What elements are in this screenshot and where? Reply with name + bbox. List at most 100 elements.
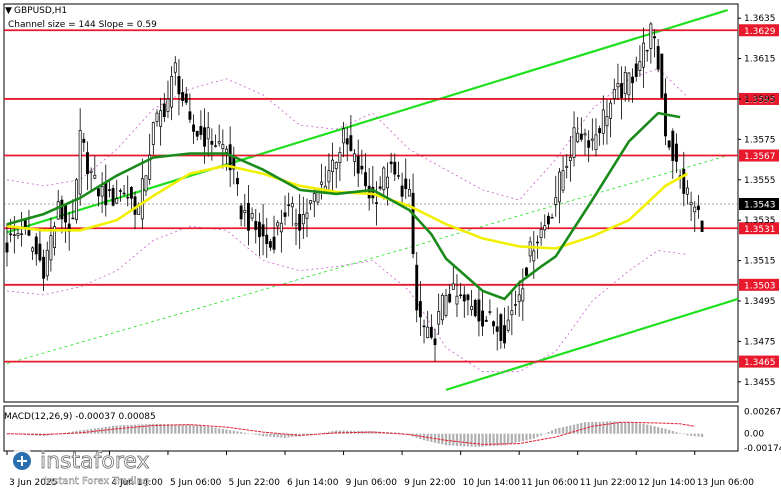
macd-histogram-bar xyxy=(411,433,415,437)
candle-body xyxy=(546,215,550,225)
candle xyxy=(82,132,86,152)
candle-body xyxy=(601,109,605,134)
macd-histogram-bar xyxy=(591,421,594,434)
candle-body xyxy=(444,294,448,316)
macd-histogram-bar xyxy=(93,428,96,434)
candle-body xyxy=(400,185,404,197)
macd-histogram-bar xyxy=(166,424,170,434)
candle xyxy=(115,179,119,204)
candle-body xyxy=(437,311,441,325)
candle xyxy=(334,161,338,189)
candle xyxy=(356,139,360,188)
candle xyxy=(199,110,203,140)
y-tick-label: 1.3475 xyxy=(744,337,776,347)
candle-body xyxy=(236,178,239,185)
axes: 1.3629 1.3595 1.3567 1.3531 1.3503 1.3465 1.35… xyxy=(6,14,781,488)
candle xyxy=(389,152,393,173)
macd-histogram-bar xyxy=(540,433,543,436)
candle-body xyxy=(649,23,653,49)
macd-histogram-bar xyxy=(335,430,338,434)
macd-histogram-bar xyxy=(342,430,345,434)
candle-body xyxy=(247,202,250,231)
macd-histogram-bar xyxy=(499,433,502,446)
symbol-icon: ▼ xyxy=(5,6,12,16)
macd-histogram-bar xyxy=(550,430,554,434)
candle-body xyxy=(64,204,67,223)
candle-body xyxy=(517,294,521,302)
macd-histogram-bar xyxy=(616,421,620,434)
candle-body xyxy=(572,127,576,158)
macd-pane xyxy=(3,405,739,452)
candle-body xyxy=(656,46,660,70)
candle xyxy=(605,99,609,145)
candle xyxy=(557,168,561,224)
macd-tick-label: 0.00 xyxy=(744,430,764,440)
candle xyxy=(484,316,488,322)
candle xyxy=(342,121,346,158)
candle-body xyxy=(481,310,485,327)
candle-body xyxy=(404,178,408,190)
candle-body xyxy=(411,192,415,255)
candle xyxy=(675,133,678,173)
macd-histogram-bar xyxy=(463,433,466,447)
macd-histogram-bar xyxy=(627,422,631,434)
macd-histogram-bar xyxy=(53,433,56,435)
candle xyxy=(612,78,616,105)
macd-histogram-bar xyxy=(503,433,506,446)
candle xyxy=(649,22,653,64)
macd-histogram-bar xyxy=(283,433,287,438)
macd-histogram-bar xyxy=(225,429,228,434)
candle-body xyxy=(371,186,375,199)
macd-label: MACD(12,26,9) -0.00037 0.00085 xyxy=(4,412,156,422)
candle xyxy=(375,181,378,226)
macd-histogram-bar xyxy=(324,432,327,434)
main-pane-frame xyxy=(3,3,739,403)
main-pane xyxy=(3,3,739,403)
candle-body xyxy=(298,213,302,231)
candle-body xyxy=(422,325,426,328)
macd-histogram-bar xyxy=(265,433,268,437)
macd-histogram-bar xyxy=(664,428,667,434)
candle-body xyxy=(499,314,503,341)
candle-body xyxy=(60,199,64,220)
macd-histogram-bar xyxy=(470,433,473,447)
candle-body xyxy=(294,222,298,226)
candle xyxy=(473,298,477,318)
macd-histogram-bar xyxy=(207,426,210,434)
y-tick-label: 1.3495 xyxy=(744,297,776,307)
candle-body xyxy=(140,178,144,220)
candle-body xyxy=(144,175,148,192)
candle xyxy=(34,233,38,266)
macd-histogram-bar xyxy=(199,425,202,434)
candle xyxy=(437,293,441,335)
y-tick-label: 1.3455 xyxy=(744,378,776,388)
candle xyxy=(422,319,426,344)
macd-histogram-bar xyxy=(210,427,213,434)
macd-histogram-bar xyxy=(580,423,583,434)
candle-body xyxy=(495,326,499,332)
candle xyxy=(166,80,170,118)
candle xyxy=(477,288,481,337)
macd-histogram-bar xyxy=(368,431,371,434)
candle xyxy=(5,223,9,267)
candle xyxy=(305,198,309,238)
candle xyxy=(184,87,188,105)
x-tick-label: 5 Jun 22:00 xyxy=(228,478,280,488)
macd-histogram-bar xyxy=(181,424,184,434)
x-tick-label: 9 Jun 22:00 xyxy=(404,478,456,488)
symbol-label: GBPUSD,H1 xyxy=(14,6,67,16)
candle xyxy=(671,128,675,179)
macd-histogram-bar xyxy=(547,432,550,434)
candle-body xyxy=(642,42,645,68)
candle-body xyxy=(440,294,444,321)
candle-body xyxy=(151,122,155,145)
candle-body xyxy=(466,294,470,301)
candle xyxy=(696,194,700,219)
macd-histogram-bar xyxy=(653,426,656,434)
macd-histogram-bar xyxy=(507,433,510,445)
candle-body xyxy=(129,187,133,199)
candle-body xyxy=(623,72,627,95)
macd-histogram-bar xyxy=(9,433,12,435)
level-tag-label: 1.3567 xyxy=(744,152,776,162)
candle xyxy=(415,251,419,323)
